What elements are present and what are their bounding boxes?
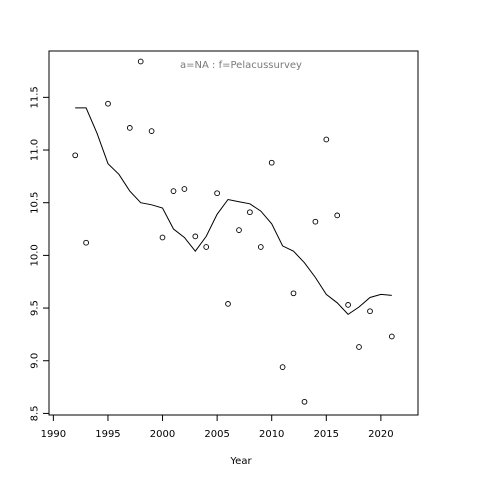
x-tick-label: 1995 [95, 429, 120, 440]
y-tick-label: 9.5 [30, 300, 41, 316]
data-point [236, 227, 242, 233]
data-point [83, 239, 89, 246]
data-point [257, 244, 264, 250]
data-point [72, 152, 79, 159]
data-point [181, 186, 188, 192]
data-point [334, 212, 341, 219]
data-point [137, 58, 144, 65]
data-point [203, 244, 210, 250]
data-point [345, 302, 351, 308]
data-point [367, 308, 373, 315]
data-point [159, 234, 166, 241]
y-tick-label: 10.5 [30, 192, 41, 214]
data-point [290, 290, 297, 297]
x-tick-label: 2010 [259, 429, 284, 440]
y-tick-label: 11.5 [30, 86, 41, 108]
data-point [170, 188, 177, 194]
x-tick-label: 2015 [314, 429, 339, 440]
data-point [192, 233, 199, 240]
data-point [225, 301, 231, 307]
x-axis: 1990 1995 2000 2005 2010 2015 2020 [41, 414, 394, 440]
y-tick-label: 10.0 [30, 244, 41, 266]
series-line-path [75, 107, 392, 316]
x-tick-label: 2020 [368, 429, 393, 440]
y-tick-label: 9.0 [30, 353, 41, 369]
data-point [247, 209, 253, 216]
x-tick-label: 1990 [41, 429, 66, 440]
y-axis: 8.5 9.0 9.5 10.0 10.5 11.0 11.5 [30, 86, 50, 421]
x-tick-label: 2005 [204, 429, 229, 440]
y-tick-label: 8.5 [30, 405, 41, 421]
fitted-line-series [75, 107, 392, 316]
x-tick-label: 2000 [150, 429, 175, 440]
plot-title: a=NA : f=Pelacussurvey [180, 60, 302, 71]
data-point [323, 136, 330, 143]
data-point [105, 100, 111, 107]
data-point [388, 333, 395, 340]
data-point [268, 159, 275, 166]
plot-frame [48, 50, 419, 416]
data-point [312, 218, 319, 225]
data-point [148, 128, 155, 134]
data-point [356, 344, 362, 350]
data-point [126, 125, 133, 131]
observed-points-series [72, 58, 395, 405]
x-axis-title: Year [229, 456, 252, 467]
y-tick-label: 11.0 [30, 139, 41, 161]
data-point [301, 398, 308, 405]
data-point [279, 364, 286, 370]
data-point [214, 190, 220, 197]
